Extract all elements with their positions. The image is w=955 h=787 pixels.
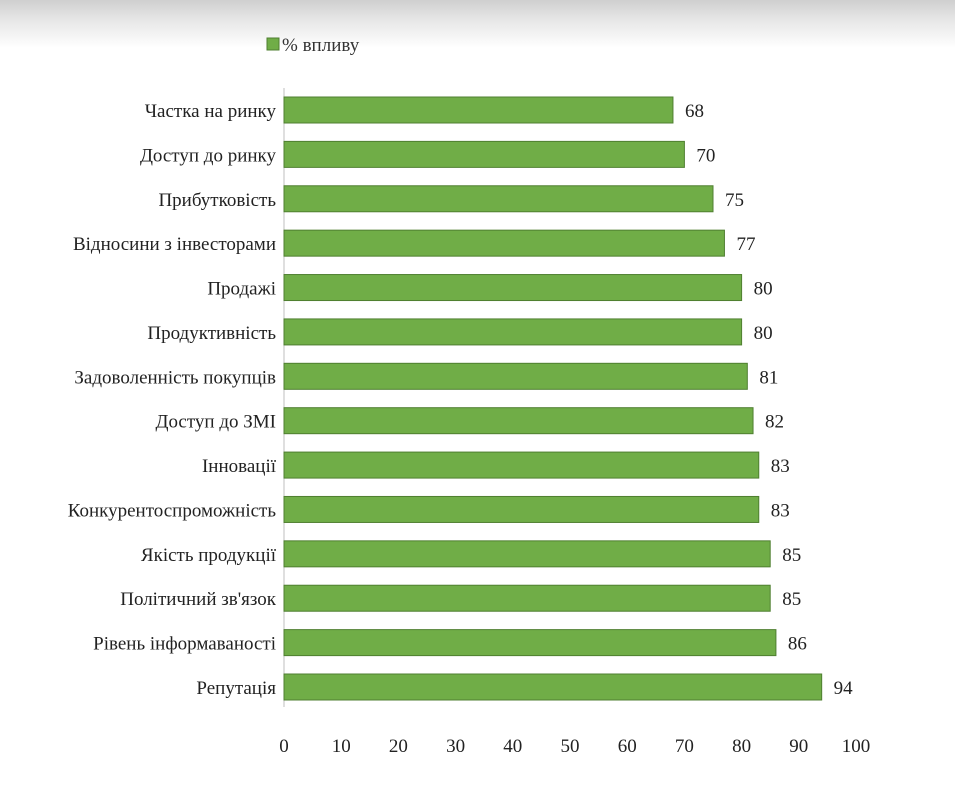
- bar: [283, 229, 725, 257]
- x-tick-label: 60: [618, 736, 637, 757]
- value-label: 77: [736, 234, 755, 255]
- bar: [283, 495, 760, 523]
- legend-label: % впливу: [282, 35, 360, 56]
- bar: [283, 451, 760, 479]
- bar: [283, 96, 674, 124]
- top-shade: [0, 0, 955, 48]
- value-label: 83: [771, 500, 790, 521]
- bar: [283, 540, 771, 568]
- category-label: Доступ до ЗМІ: [156, 412, 277, 433]
- bar: [283, 407, 754, 435]
- category-label: Продуктивність: [147, 323, 276, 344]
- category-labels: Частка на ринку Доступ до ринку Прибуткові…: [68, 101, 277, 699]
- legend: % впливу: [266, 35, 360, 56]
- x-tick-label: 80: [732, 736, 751, 757]
- category-label: Політичний зв'язок: [120, 589, 277, 610]
- category-label: Інновації: [202, 456, 277, 477]
- bar: [283, 584, 771, 612]
- category-label: Задоволенність покупців: [74, 367, 276, 388]
- category-label: Прибутковість: [158, 190, 276, 211]
- value-label: 94: [834, 678, 854, 699]
- category-label: Частка на ринку: [145, 101, 277, 122]
- x-tick-label: 30: [446, 736, 465, 757]
- x-tick-labels: 0 10 20 30 40 50 60 70 80 90 100: [279, 736, 870, 757]
- bar: [283, 673, 823, 701]
- bars: [283, 96, 823, 701]
- value-label: 68: [685, 101, 704, 122]
- bar: [283, 362, 748, 390]
- value-label: 85: [782, 545, 801, 566]
- value-label: 81: [759, 367, 778, 388]
- x-tick-label: 40: [503, 736, 522, 757]
- value-label: 82: [765, 412, 784, 433]
- value-labels: 68 70 75 77 80 80 81 82 83 83 85 85 86 94: [685, 101, 853, 699]
- value-label: 83: [771, 456, 790, 477]
- category-label: Доступ до ринку: [140, 145, 277, 166]
- category-label: Репутація: [196, 678, 276, 699]
- x-tick-label: 100: [842, 736, 871, 757]
- bar: [283, 185, 714, 213]
- legend-swatch: [266, 37, 280, 51]
- category-label: Відносини з інвесторами: [73, 234, 276, 255]
- x-tick-label: 0: [279, 736, 289, 757]
- value-label: 80: [754, 279, 773, 300]
- x-tick-label: 20: [389, 736, 408, 757]
- value-label: 70: [696, 145, 715, 166]
- bar: [283, 629, 777, 657]
- bar: [283, 274, 743, 302]
- x-tick-label: 10: [332, 736, 351, 757]
- category-label: Рівень інформаваності: [93, 634, 276, 655]
- x-tick-label: 70: [675, 736, 694, 757]
- x-tick-label: 50: [561, 736, 580, 757]
- x-tick-label: 90: [789, 736, 808, 757]
- value-label: 80: [754, 323, 773, 344]
- category-label: Якість продукції: [141, 545, 277, 566]
- value-label: 85: [782, 589, 801, 610]
- category-label: Конкурентоспроможність: [68, 500, 277, 521]
- value-label: 86: [788, 634, 807, 655]
- value-label: 75: [725, 190, 744, 211]
- category-label: Продажі: [207, 279, 276, 300]
- bar: [283, 318, 743, 346]
- bar: [283, 140, 685, 168]
